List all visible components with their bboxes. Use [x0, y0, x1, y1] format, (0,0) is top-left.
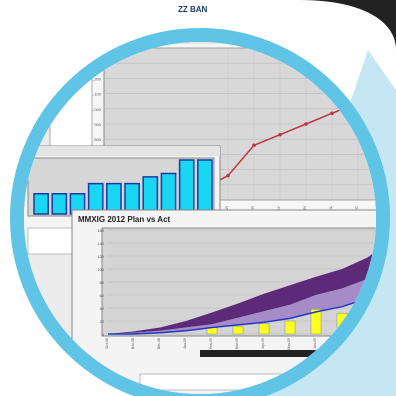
- y-tick-label: 1,100: [91, 92, 102, 97]
- x-tick-label: Dec-08: [157, 338, 161, 349]
- x-tick-label: JUL: [328, 205, 333, 213]
- y-tick-label: 1,200: [91, 76, 102, 81]
- x-tick-label: Jun-09: [313, 338, 317, 349]
- y-tick-label: 40: [100, 306, 105, 311]
- bar: [51, 193, 68, 215]
- bar: [232, 325, 244, 335]
- bar: [142, 176, 159, 215]
- x-tick-label: Nov-08: [131, 338, 135, 349]
- y-tick-label: 20: [100, 319, 105, 324]
- y-tick-label: 800: [94, 137, 101, 142]
- bar: [310, 309, 322, 335]
- x-tick-label: May-09: [287, 338, 291, 350]
- panel3-title: MMXIG 2012 Plan vs Act: [78, 215, 171, 224]
- bar: [197, 159, 213, 215]
- x-tick-label: Apr-09: [261, 338, 265, 349]
- bar: [106, 182, 122, 215]
- panel3-legend: [200, 350, 350, 357]
- y-tick-label: 160: [97, 228, 104, 233]
- bar: [124, 182, 140, 215]
- bar: [33, 193, 49, 215]
- x-tick-label: Mar-09: [235, 338, 239, 349]
- x-tick-label: Jan-09: [183, 338, 187, 349]
- y-tick-label: 120: [97, 254, 104, 259]
- y-tick-label: 1,400: [91, 46, 102, 51]
- data-point: [304, 122, 308, 126]
- data-point: [278, 132, 282, 137]
- bar: [160, 172, 177, 215]
- y-tick-label: 1,000: [91, 107, 102, 112]
- corner-shape: [300, 0, 396, 50]
- data-point: [252, 143, 256, 148]
- top-banner-text: ZZ BAN: [178, 5, 208, 14]
- y-tick-label: 60: [100, 293, 105, 298]
- frame-ring: [10, 28, 390, 396]
- data-point: [226, 173, 230, 178]
- data-point: [330, 111, 334, 116]
- y-tick-label: 900: [94, 122, 101, 127]
- bar: [258, 323, 270, 335]
- bar: [178, 159, 195, 215]
- y-tick-label: 0: [102, 332, 105, 337]
- x-tick-label: Oct-08: [105, 338, 109, 349]
- bar: [284, 320, 296, 335]
- y-tick-label: 80: [100, 280, 105, 285]
- y-tick-label: 140: [97, 241, 104, 246]
- y-tick-label: 100: [97, 267, 104, 272]
- panel-plan-vs-act: MMXIG 2012 Plan vs Act 160 140 120 100 80 60 4…: [71, 209, 376, 394]
- x-tick-label: Feb-09: [209, 338, 213, 349]
- panel3-y-ticks: 160 140 120 100 80 60 40 20 0: [97, 228, 104, 337]
- bar: [87, 182, 104, 215]
- panel3-area-forecast: [108, 262, 376, 334]
- panel3-actual-line: [108, 287, 376, 335]
